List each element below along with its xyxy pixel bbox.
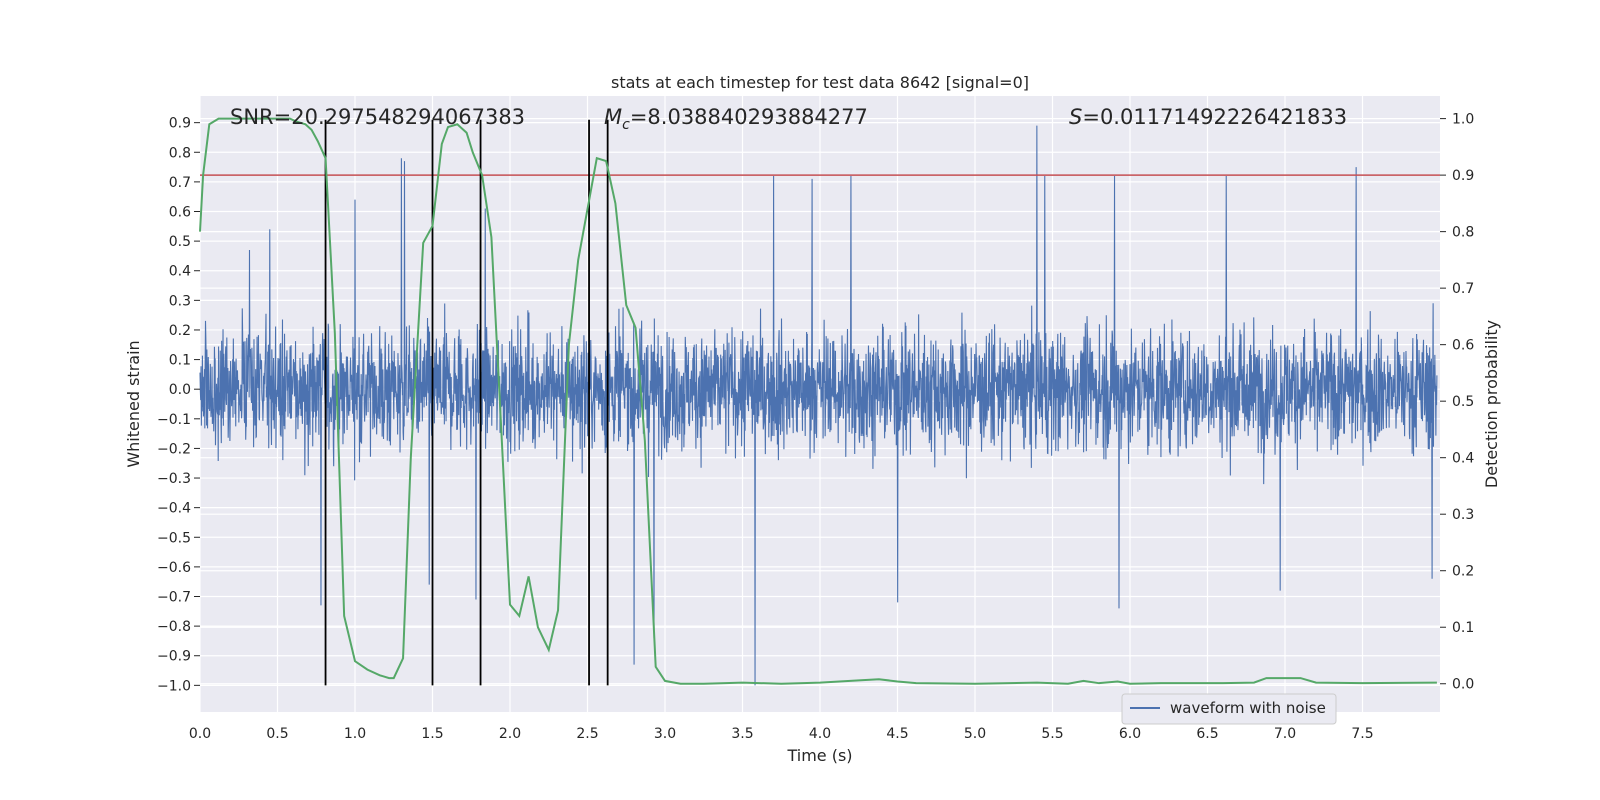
y2-tick-label: 0.6 [1452,338,1474,354]
y-tick-label: 0.2 [169,323,191,339]
y-tick-label: 0.6 [169,205,191,221]
x-tick-label: 1.0 [344,726,366,742]
y-tick-label: 0.0 [169,382,191,398]
chirp-mass-value: =8.038840293884277 [630,105,868,129]
x-tick-label: 0.0 [189,726,211,742]
s-symbol: S [1069,105,1082,129]
y-tick-label: 0.7 [169,175,191,191]
x-tick-label: 1.5 [421,726,443,742]
y-tick-label: −0.4 [157,501,191,517]
x-tick-label: 5.0 [964,726,986,742]
chirp-mass-subscript: c [622,117,630,133]
x-tick-label: 4.0 [809,726,831,742]
y-tick-label: 0.4 [169,264,191,280]
y-tick-label: 0.8 [169,145,191,161]
x-tick-label: 7.0 [1274,726,1296,742]
y-tick-label: −0.8 [157,619,191,635]
waveform-line [199,125,1438,686]
y2-tick-label: 0.3 [1452,507,1474,523]
y-tick-label: −0.5 [157,530,191,546]
y-tick-label: 0.9 [169,116,191,132]
legend-box [1121,693,1337,725]
y-axis-ticks: 0.9 0.8 0.7 0.6 0.5 0.4 0.3 0.2 0.1 0.0 −0.1 −0.2 −0… [157,116,200,694]
probability-series [199,117,1437,685]
y-tick-label: −0.6 [157,560,191,576]
chirp-mass-symbol: M [604,105,622,129]
y2-tick-label: 0.9 [1452,168,1474,184]
x-tick-label: 5.5 [1041,726,1063,742]
x-tick-label: 3.5 [731,726,753,742]
y2-tick-label: 0.5 [1452,394,1474,410]
x-tick-label: 0.5 [266,726,288,742]
x-tick-label: 7.5 [1351,726,1373,742]
y-axis-title: Whitened strain [124,340,143,467]
chirp-mass-annotation: Mc=8.038840293884277 [604,105,868,133]
y-tick-label: −0.3 [157,471,191,487]
y-tick-label: 0.3 [169,293,191,309]
x-tick-label: 4.5 [886,726,908,742]
legend: waveform with noise [1121,693,1337,725]
s-value: =0.01171492226421833 [1082,105,1347,129]
y-tick-label: 0.1 [169,353,191,369]
x-tick-label: 3.0 [654,726,676,742]
y-tick-label: −0.2 [157,441,191,457]
y2-tick-label: 0.0 [1452,677,1474,693]
y-tick-label: −0.1 [157,412,191,428]
snr-annotation: SNR=20.297548294067383 [230,105,525,129]
y2-axis-title: Detection probability [1482,320,1501,488]
y2-tick-label: 1.0 [1452,112,1474,128]
event-markers [324,119,609,686]
waveform-series [199,125,1438,686]
x-tick-label: 2.0 [499,726,521,742]
y-tick-label: −0.9 [157,649,191,665]
x-axis-title: Time (s) [786,746,852,765]
y2-axis-ticks: 1.0 0.9 0.8 0.7 0.6 0.5 0.4 0.3 0.2 0.1 0.0 [1440,112,1474,693]
y2-tick-label: 0.1 [1452,620,1474,636]
x-tick-label: 6.5 [1196,726,1218,742]
y2-tick-label: 0.2 [1452,564,1474,580]
y2-tick-label: 0.7 [1452,281,1474,297]
y2-tick-label: 0.4 [1452,451,1474,467]
x-tick-label: 6.0 [1119,726,1141,742]
y-tick-label: 0.5 [169,234,191,250]
y2-tick-label: 0.8 [1452,225,1474,241]
x-axis-ticks: 0.0 0.5 1.0 1.5 2.0 2.5 3.0 3.5 4.0 4.5 5.0 5.5 6.0 6… [189,726,1374,742]
s-annotation: S=0.01171492226421833 [1069,105,1347,129]
probability-line [199,117,1437,685]
x-tick-label: 2.5 [576,726,598,742]
y-tick-label: −0.7 [157,590,191,606]
y-tick-label: −1.0 [157,678,191,694]
legend-label: waveform with noise [1170,699,1326,717]
chart-title: stats at each timestep for test data 864… [611,73,1029,92]
